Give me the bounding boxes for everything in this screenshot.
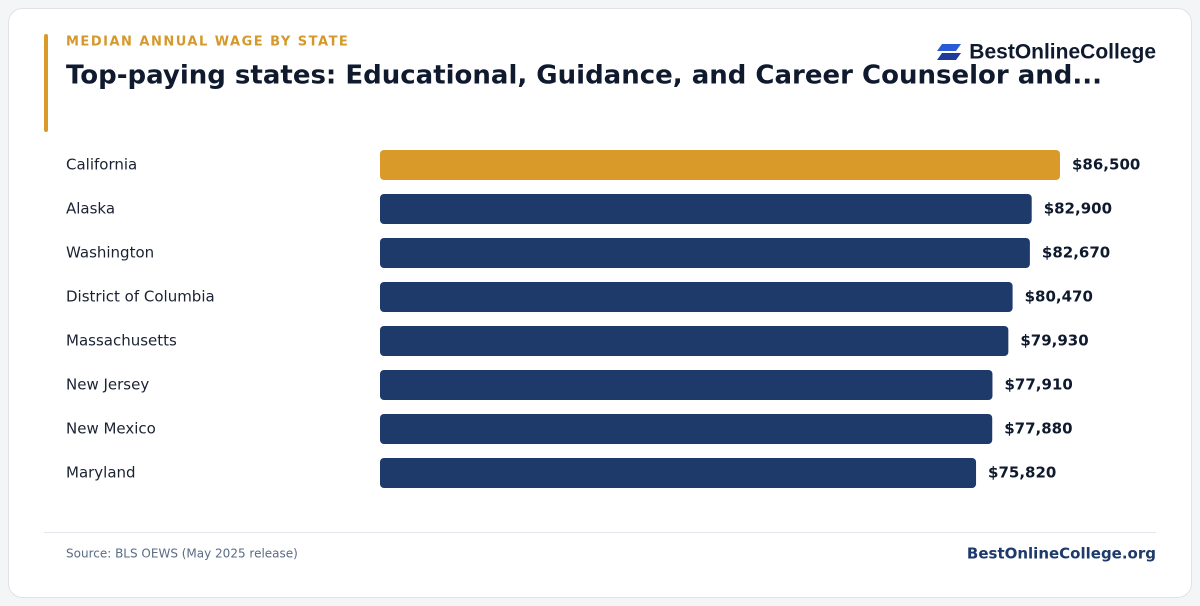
- bar: [380, 238, 1030, 268]
- bar: [380, 414, 993, 444]
- category-label: Maryland: [66, 464, 136, 482]
- category-label: District of Columbia: [66, 288, 215, 306]
- chart-title: Top-paying states: Educational, Guidance…: [66, 61, 1102, 91]
- bar: [380, 370, 993, 400]
- logo-icon: [937, 44, 961, 51]
- logo-icon: [937, 53, 961, 60]
- bar: [380, 194, 1032, 224]
- accent-bar: [44, 34, 48, 132]
- value-label: $79,930: [1020, 332, 1088, 350]
- value-label: $77,910: [1004, 376, 1072, 394]
- plot: California $86,500 Alaska $82,900 Washington…: [66, 150, 1140, 488]
- value-label: $82,900: [1044, 200, 1112, 218]
- value-label: $80,470: [1025, 288, 1093, 306]
- bar: [380, 458, 977, 488]
- category-label: New Jersey: [66, 376, 149, 394]
- category-label: New Mexico: [66, 420, 156, 438]
- brand-logo: BestOnlineCollege: [937, 41, 1156, 64]
- value-label: $86,500: [1072, 156, 1140, 174]
- bar: [380, 282, 1013, 312]
- bar: [380, 150, 1060, 180]
- category-label: Washington: [66, 244, 154, 262]
- source: Source: BLS OEWS (May 2025 release): [66, 547, 298, 561]
- footer-link: BestOnlineCollege.org: [967, 545, 1156, 563]
- value-label: $75,820: [988, 464, 1056, 482]
- value-label: $77,880: [1004, 420, 1072, 438]
- eyebrow: MEDIAN ANNUAL WAGE BY STATE: [66, 35, 349, 50]
- value-label: $82,670: [1042, 244, 1110, 262]
- category-label: California: [66, 156, 137, 174]
- bar: [380, 326, 1009, 356]
- category-label: Massachusetts: [66, 332, 177, 350]
- category-label: Alaska: [66, 200, 115, 218]
- brand-name: BestOnlineCollege: [969, 41, 1156, 64]
